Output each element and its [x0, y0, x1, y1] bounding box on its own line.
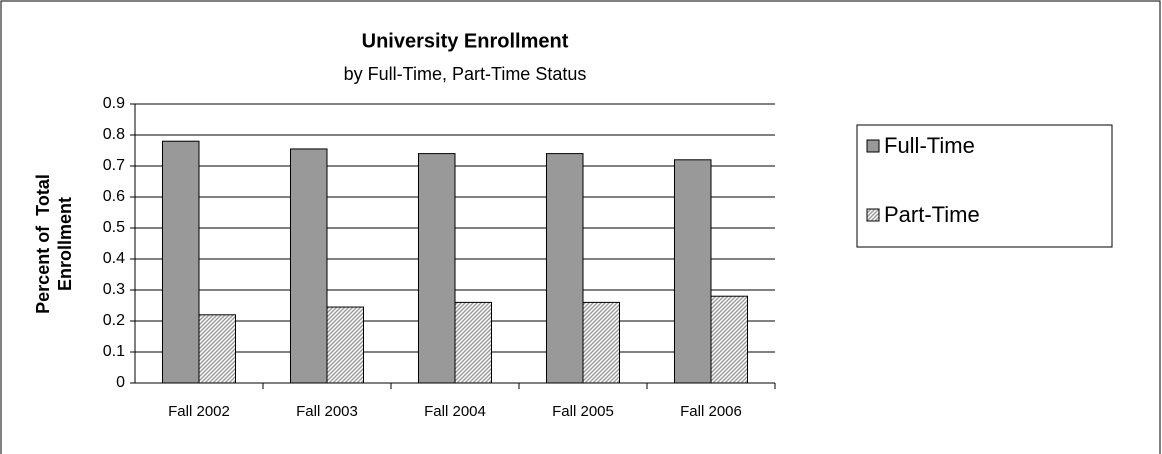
bar: [674, 159, 712, 384]
x-tick-label: Fall 2006: [680, 403, 742, 420]
x-tick-label: Fall 2002: [168, 403, 230, 420]
y-tick-label: 0.1: [103, 343, 125, 360]
bar: [710, 295, 748, 384]
bar: [198, 314, 236, 384]
legend-box: [856, 124, 1113, 248]
legend-swatch: [866, 208, 880, 222]
bar: [418, 153, 456, 384]
y-tick-label: 0.7: [103, 157, 125, 174]
bar: [546, 153, 584, 384]
y-tick-label: 0.2: [103, 312, 125, 329]
y-tick-label: 0: [116, 374, 125, 391]
y-tick-label: 0.3: [103, 281, 125, 298]
legend-label: Part-Time: [884, 202, 980, 227]
y-tick-label: 0.6: [103, 188, 125, 205]
x-tick-label: Fall 2005: [552, 403, 614, 420]
y-tick-label: 0.8: [103, 126, 125, 143]
y-axis-label: Percent of Total Enrollment: [33, 169, 75, 314]
x-tick-label: Fall 2003: [296, 403, 358, 420]
x-tick-label: Fall 2004: [424, 403, 486, 420]
legend-swatch: [866, 139, 880, 153]
legend-label: Full-Time: [884, 133, 975, 158]
bar: [290, 148, 328, 384]
y-tick-label: 0.5: [103, 219, 125, 236]
bar: [162, 140, 200, 384]
bar: [326, 306, 364, 384]
bar: [582, 301, 620, 384]
chart-title: University Enrollment: [362, 30, 569, 52]
y-tick-label: 0.4: [103, 250, 125, 267]
bar: [454, 301, 492, 384]
y-tick-label: 0.9: [103, 95, 125, 112]
chart-subtitle: by Full-Time, Part-Time Status: [344, 64, 587, 84]
